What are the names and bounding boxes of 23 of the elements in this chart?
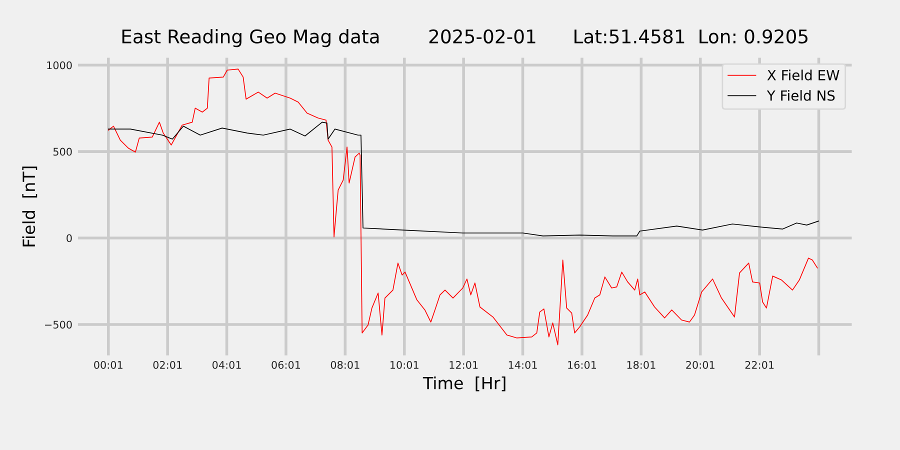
y-tick-label: −500 [45, 320, 72, 329]
x-tick-label: 20:01 [686, 360, 714, 369]
x-tick-label: 00:01 [94, 360, 122, 369]
x-tick-label: 02:01 [153, 360, 182, 369]
x-tick-label: 04:01 [212, 360, 241, 369]
line-series [108, 122, 819, 236]
y-tick-label: 0 [66, 234, 72, 242]
y-tick-label: 500 [53, 148, 72, 156]
x-tick-label: 18:01 [627, 360, 656, 369]
x-tick-label: 16:01 [568, 360, 596, 369]
x-tick-label: 08:01 [330, 360, 360, 369]
chart-title: East Reading Geo Mag data 2025-02-01 Lat:51.4581 Lon: 0.9205 [122, 29, 808, 48]
x-tick-label: 22:01 [745, 360, 774, 369]
x-tick-label: 12:01 [450, 360, 478, 369]
x-tick-label: 06:01 [272, 360, 300, 369]
y-axis-title: Field [nT] [22, 166, 38, 246]
x-axis-title: Time [Hr] [422, 376, 506, 392]
x-tick-label: 14:01 [508, 360, 537, 369]
legend-label: X Field EW [767, 70, 840, 80]
line-series [108, 68, 818, 346]
x-tick-label: 10:01 [390, 360, 418, 369]
y-tick-label: 1000 [47, 61, 72, 70]
legend-label: Y Field NS [766, 90, 835, 101]
